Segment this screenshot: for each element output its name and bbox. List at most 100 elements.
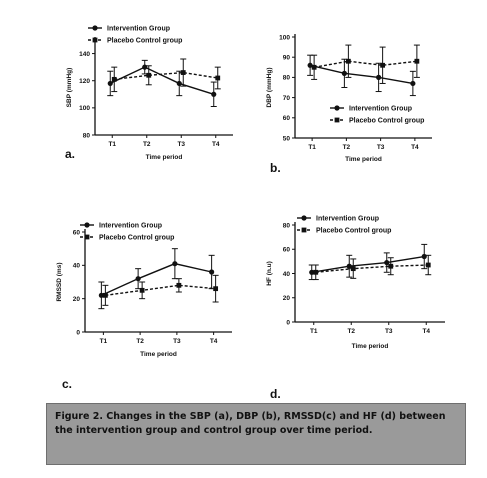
data-point (102, 292, 108, 298)
data-point (180, 70, 186, 75)
y-tick-label: 80 (283, 222, 291, 229)
y-tick-label: 60 (283, 115, 291, 122)
data-point (376, 74, 382, 80)
x-tick-label: T1 (100, 338, 108, 345)
x-axis-title: Time period (140, 351, 177, 358)
data-point (307, 62, 313, 68)
y-tick-label: 40 (283, 271, 291, 278)
x-axis-title: Time period (345, 156, 382, 163)
x-tick-label: T1 (310, 328, 318, 335)
x-tick-label: T3 (385, 328, 393, 335)
data-point (350, 266, 356, 272)
x-tick-label: T2 (347, 328, 355, 335)
figure-caption: Figure 2. Changes in the SBP (a), DBP (b… (46, 403, 466, 465)
data-point (139, 287, 145, 293)
legend: Intervention Group Placebo Control group (88, 25, 182, 45)
series-line (109, 66, 214, 95)
y-tick-label: 0 (76, 329, 80, 336)
chart-panel-3: 0 20 40 60 T1 T2 T3 T4 Time period RMSSD (ms) c. In… (56, 222, 232, 391)
x-tick-label: T3 (173, 338, 181, 345)
series-line (314, 60, 417, 68)
x-tick-label: T3 (377, 144, 385, 151)
x-tick-label: T4 (210, 338, 218, 345)
series-placebo (312, 254, 432, 281)
series-intervention (307, 54, 416, 97)
y-tick-label: 20 (283, 295, 291, 302)
y-tick-label: 90 (283, 55, 291, 62)
figure: 80 100 120 140 T1 T2 T3 T4 Time period SBP (mmHg)… (56, 25, 445, 400)
y-axis-title: SBP (mmHg) (66, 68, 73, 108)
data-point (311, 64, 317, 70)
data-point (146, 72, 152, 78)
legend-label: Intervention Group (99, 223, 162, 230)
legend-marker (92, 25, 98, 31)
legend-marker (84, 222, 90, 228)
legend-label: Placebo Control group (316, 228, 391, 235)
legend: Intervention Group Placebo Control group (80, 222, 174, 242)
x-tick-label: T2 (143, 141, 151, 148)
y-tick-label: 20 (73, 296, 81, 303)
y-tick-label: 80 (283, 75, 291, 82)
data-point (346, 263, 352, 269)
y-axis-title: DBP (mmHg) (266, 68, 273, 108)
series-line (315, 264, 429, 273)
data-point (135, 276, 141, 282)
y-tick-label: 100 (279, 34, 290, 41)
data-point (421, 253, 427, 260)
x-tick-label: T1 (108, 141, 116, 148)
y-tick-label: 140 (79, 51, 90, 58)
data-point (313, 269, 319, 275)
legend-label: Placebo Control group (107, 38, 182, 45)
y-tick-label: 40 (73, 263, 81, 270)
data-point (176, 282, 182, 288)
x-tick-label: T4 (411, 144, 419, 151)
caption-text: Figure 2. Changes in the SBP (a), DBP (b… (55, 411, 446, 436)
x-tick-label: T4 (212, 141, 220, 148)
y-tick-label: 50 (283, 135, 291, 142)
series-line (309, 64, 413, 85)
x-tick-label: T2 (343, 144, 351, 151)
data-point (345, 58, 351, 64)
panel-letter: b. (270, 161, 281, 175)
y-axis-title: HF (n.u) (266, 261, 273, 286)
y-tick-label: 60 (283, 247, 291, 254)
x-tick-label: T4 (422, 328, 430, 335)
legend: Intervention Group Placebo Control group (297, 215, 391, 235)
legend-marker (301, 215, 307, 221)
series-placebo (111, 58, 221, 93)
data-point (388, 263, 394, 269)
series-intervention (98, 248, 215, 310)
series-intervention (107, 59, 217, 107)
panel-letter: d. (270, 387, 281, 400)
x-axis-title: Time period (146, 154, 183, 161)
series-intervention (308, 243, 428, 281)
data-point (341, 70, 347, 76)
legend-marker (334, 117, 340, 123)
x-tick-label: T2 (136, 338, 144, 345)
series-line (101, 262, 212, 296)
data-point (384, 259, 390, 266)
y-tick-label: 60 (73, 229, 81, 236)
y-tick-label: 0 (286, 319, 290, 326)
panel-letter: a. (65, 147, 75, 161)
legend-marker (92, 37, 98, 43)
series-line (105, 284, 216, 297)
data-point (176, 80, 182, 87)
legend-label: Intervention Group (316, 216, 379, 223)
data-point (172, 261, 178, 267)
legend-label: Placebo Control group (99, 235, 174, 242)
series-line (114, 71, 218, 81)
y-tick-label: 70 (283, 95, 291, 102)
data-point (111, 76, 117, 82)
data-point (410, 80, 416, 87)
legend-label: Placebo Control group (349, 118, 424, 125)
data-point (425, 262, 431, 268)
data-point (211, 91, 217, 97)
x-tick-label: T3 (177, 141, 185, 148)
data-point (380, 62, 386, 68)
series-line (311, 255, 425, 273)
chart-panel-1: 80 100 120 140 T1 T2 T3 T4 Time period SBP (mmHg)… (65, 25, 233, 161)
data-point (98, 292, 104, 298)
chart-panel-2: 50 60 70 80 90 100 T1 T2 T3 T4 Time period DBP (mmH… (266, 34, 432, 175)
y-tick-label: 120 (79, 78, 90, 85)
